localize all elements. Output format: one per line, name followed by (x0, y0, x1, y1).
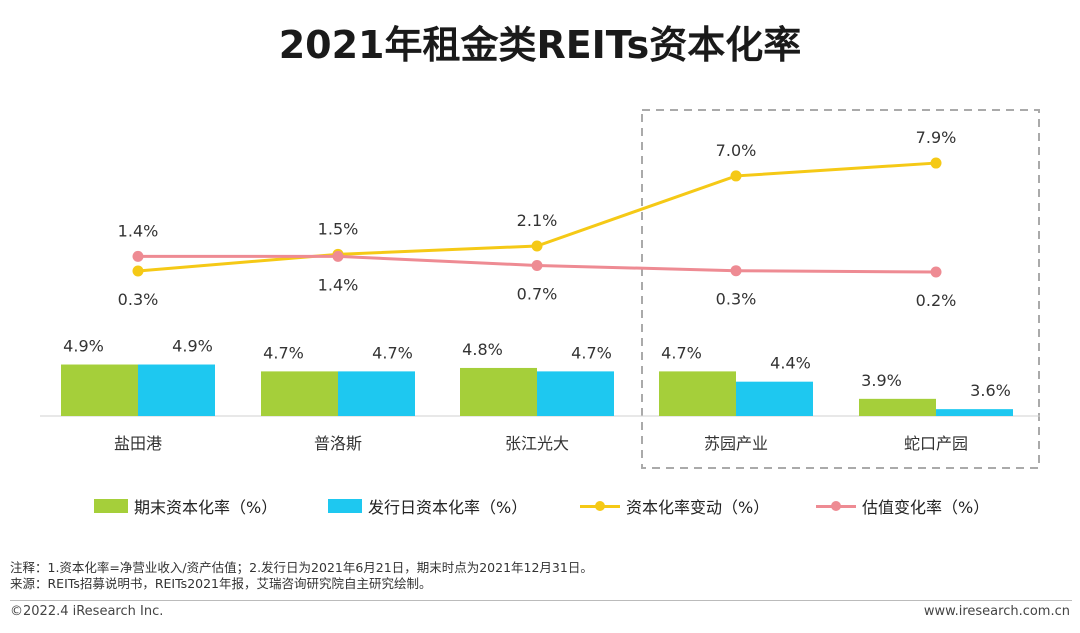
legend-label: 估值变化率（%） (862, 498, 990, 517)
bar-data-label: 4.9% (63, 337, 104, 356)
cap-rate-change-point (730, 170, 742, 182)
category-label: 张江光大 (505, 434, 569, 453)
valuation-change-point (332, 250, 344, 262)
legend-swatch-green (94, 499, 128, 513)
valuation-change-label: 1.4% (318, 275, 359, 294)
cap-rate-change-point (132, 265, 144, 277)
bar-period-end (261, 371, 338, 416)
valuation-change-point (531, 260, 543, 271)
bar-period-end (460, 367, 537, 416)
category-label: 盐田港 (114, 434, 162, 453)
valuation-change-label: 0.2% (916, 291, 957, 310)
bar-data-label: 4.7% (372, 343, 413, 362)
cap-rate-change-point (930, 157, 942, 169)
legend-item-issue-date[interactable]: 发行日资本化率（%） (328, 494, 527, 518)
bar-data-label: 4.4% (770, 354, 811, 373)
source-line: 来源：REITs招募说明书，REITs2021年报，艾瑞咨询研究院自主研究绘制。 (10, 576, 432, 591)
legend-label: 发行日资本化率（%） (368, 498, 528, 517)
legend-swatch-blue (328, 499, 362, 513)
bar-data-label: 4.7% (661, 343, 702, 362)
footer-divider (10, 600, 1072, 601)
cap-rate-change-label: 1.5% (318, 219, 359, 238)
legend-item-valuation-change[interactable]: 估值变化率（%） (816, 494, 989, 518)
bar-issue-date (736, 381, 813, 416)
bar-data-label: 4.9% (172, 337, 213, 356)
bar-issue-date (537, 371, 614, 416)
bar-data-label: 4.8% (462, 340, 503, 359)
bar-data-label: 4.7% (571, 343, 612, 362)
valuation-change-label: 0.7% (517, 285, 558, 304)
valuation-change-label: 1.4% (118, 221, 159, 240)
chart-title: 2021年租金类REITs资本化率 (278, 23, 802, 67)
bar-period-end (659, 371, 736, 416)
notes: 注释：1.资本化率=净营业收入/资产估值；2.发行日为2021年6月21日，期末… (10, 560, 593, 592)
notes-line: 注释：1.资本化率=净营业收入/资产估值；2.发行日为2021年6月21日，期末… (10, 560, 593, 575)
cap-rate-change-label: 0.3% (118, 290, 159, 309)
valuation-change-point (930, 266, 942, 278)
legend-label: 期末资本化率（%） (134, 498, 278, 517)
bar-data-label: 4.7% (263, 343, 304, 362)
cap-rate-change-label: 7.9% (916, 128, 957, 147)
bar-period-end (859, 398, 936, 416)
valuation-change-point (730, 265, 742, 277)
legend-swatch-yellow-line (580, 499, 620, 513)
footer-copyright: ©2022.4 iResearch Inc. (10, 604, 164, 619)
legend-swatch-pink-line (816, 499, 856, 513)
legend-item-period-end[interactable]: 期末资本化率（%） (94, 494, 277, 518)
footer-website[interactable]: www.iresearch.com.cn (923, 604, 1070, 619)
cap-rate-change-label: 2.1% (517, 211, 558, 230)
valuation-change-label: 0.3% (716, 290, 757, 309)
valuation-change-point (132, 250, 144, 262)
highlight-box (641, 109, 1040, 469)
legend-label: 资本化率变动（%） (626, 498, 770, 517)
category-label: 苏园产业 (704, 434, 768, 453)
category-label: 蛇口产园 (904, 434, 968, 453)
cap-rate-change-label: 7.0% (716, 141, 757, 160)
bar-data-label: 3.6% (970, 381, 1011, 400)
bar-period-end (61, 364, 138, 416)
category-label: 普洛斯 (314, 434, 362, 453)
bar-issue-date (338, 371, 415, 416)
legend-item-cap-rate-change[interactable]: 资本化率变动（%） (580, 494, 769, 518)
bar-data-label: 3.9% (861, 371, 902, 390)
bar-issue-date (936, 409, 1013, 416)
bar-issue-date (138, 364, 215, 416)
cap-rate-change-point (531, 240, 543, 252)
